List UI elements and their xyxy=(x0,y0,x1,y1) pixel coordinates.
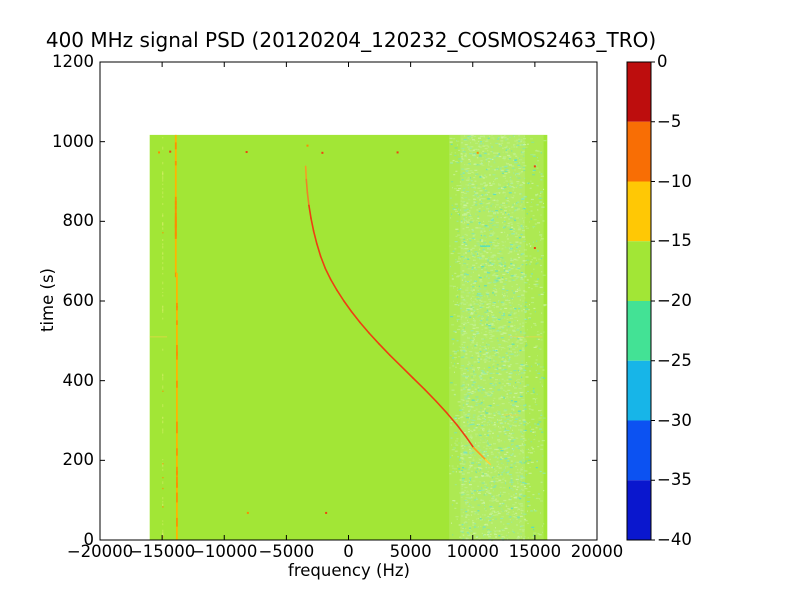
colorbar-tick-label: −20 xyxy=(657,291,692,310)
colorbar-tick-label: −15 xyxy=(657,231,692,251)
carrier-line xyxy=(174,134,178,540)
colorbar-tick-label: −35 xyxy=(657,470,692,490)
specks xyxy=(158,144,536,514)
doppler-curve xyxy=(304,165,491,466)
y-tick-label: 1000 xyxy=(52,131,94,151)
y-tick-label: 800 xyxy=(62,211,95,231)
x-tick-label: −10000 xyxy=(191,542,258,561)
x-tick-label: −20000 xyxy=(66,542,134,561)
colorbar-tick-label: 0 xyxy=(657,52,668,71)
y-tick-label: 0 xyxy=(83,530,95,549)
x-tick-label: −5000 xyxy=(258,542,315,561)
noise-band xyxy=(449,134,547,542)
colorbar-tick-label: −10 xyxy=(657,171,692,191)
colorbar-tick-label: −5 xyxy=(657,111,682,131)
y-tick-label: 600 xyxy=(62,291,95,310)
x-tick-label: 5000 xyxy=(389,542,432,561)
heatmap-image xyxy=(149,134,548,540)
colorbar-tick-label: −40 xyxy=(657,530,692,549)
companion-line xyxy=(162,137,164,538)
colorbar-tick-label: −30 xyxy=(657,410,692,430)
x-tick-label: 0 xyxy=(343,542,354,561)
y-tick-label: 1200 xyxy=(52,52,94,71)
axis-ticks xyxy=(99,61,598,541)
faint-artifact-lines xyxy=(149,336,543,416)
colorbar xyxy=(626,61,655,541)
colorbar-tick-label: −25 xyxy=(657,350,692,370)
x-tick-label: 10000 xyxy=(446,542,500,561)
x-tick-label: 20000 xyxy=(570,542,624,561)
chart-title: 400 MHz signal PSD (20120204_120232_COSM… xyxy=(45,28,657,52)
x-axis-label: frequency (Hz) xyxy=(288,561,410,580)
x-tick-label: −15000 xyxy=(128,542,196,561)
x-tick-label: 15000 xyxy=(508,542,562,561)
y-tick-label: 400 xyxy=(62,370,95,390)
y-tick-label: 200 xyxy=(62,450,95,470)
